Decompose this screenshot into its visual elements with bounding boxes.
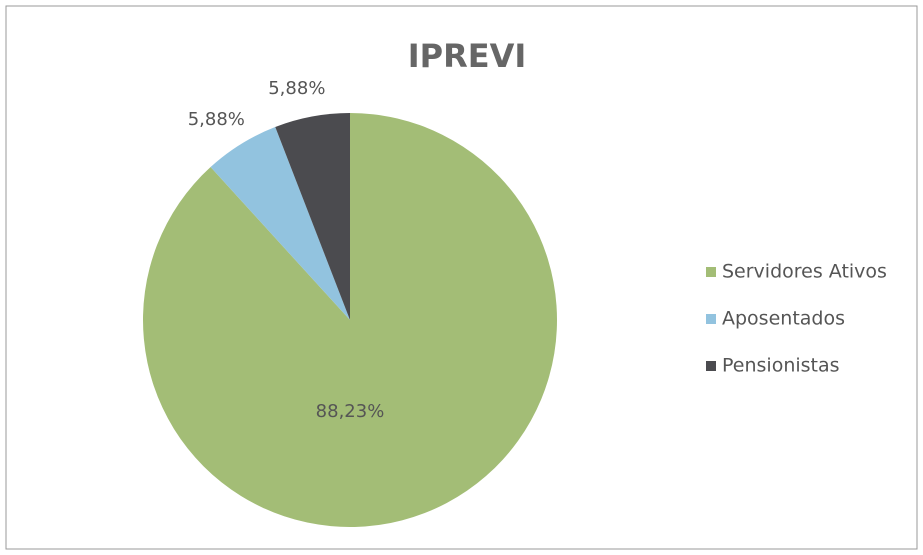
legend-label: Aposentados bbox=[722, 308, 845, 330]
pie-slice bbox=[210, 126, 350, 320]
legend-swatch bbox=[706, 314, 716, 324]
data-label: 5,88% bbox=[268, 78, 325, 99]
legend-label: Servidores Ativos bbox=[722, 261, 887, 283]
data-label: 88,23% bbox=[316, 401, 385, 422]
data-label: 5,88% bbox=[188, 109, 245, 130]
legend-swatch bbox=[706, 361, 716, 371]
legend-swatch bbox=[706, 267, 716, 277]
legend-label: Pensionistas bbox=[722, 355, 840, 377]
pie-slice bbox=[275, 113, 350, 320]
chart-title: IPREVI bbox=[408, 37, 527, 75]
